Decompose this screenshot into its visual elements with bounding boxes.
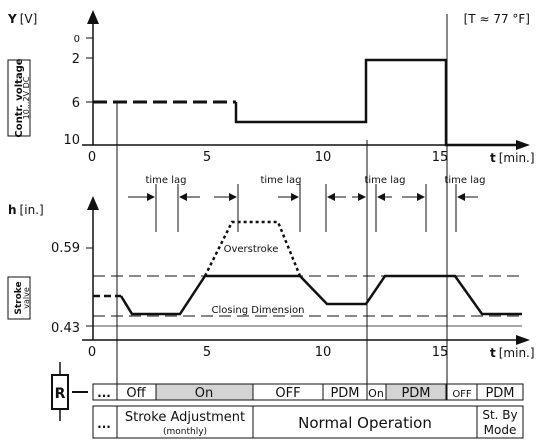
phase-normal-operation: Normal Operation [298, 414, 432, 432]
time-lag-label-2: time lag [260, 175, 301, 186]
top-chart: 0 2 6 10 0 5 10 15 Y [V] [T ≈ 77 °F] t [mi… [7, 10, 535, 165]
mode-pdm-2: PDM [401, 386, 430, 401]
mode-pdm-3: PDM [485, 386, 514, 401]
bottom-x-tick-0: 0 [88, 345, 96, 360]
top-x-tick-10: 10 [315, 150, 332, 165]
top-x-tick-15: 15 [432, 150, 449, 165]
mode-on: On [195, 386, 213, 401]
overstroke-dotted [203, 220, 302, 277]
stroke-label: Stroke [14, 281, 24, 314]
stroke-profile [119, 274, 522, 316]
contr-voltage-label: Contr. voltage [14, 58, 25, 137]
closing-dimension-label: Closing Dimension [212, 305, 305, 316]
top-y-tick-6: 6 [72, 96, 80, 111]
time-lag-label-3: time lag [364, 175, 405, 186]
top-y-tick-10: 10 [63, 133, 80, 148]
bottom-x-label: t [min.] [490, 346, 535, 360]
time-lag-label-1: time lag [145, 175, 186, 186]
top-x-arrow [516, 140, 530, 150]
mode-off: Off [126, 386, 146, 401]
bottom-chart: 0.59 0.43 0 5 10 15 h [in.] t [min.] Strok… [7, 175, 535, 360]
top-y-label: Y [V] [7, 12, 37, 26]
temperature-note: [T ≈ 77 °F] [464, 12, 530, 26]
phase-standby: St. By [482, 408, 517, 422]
voltage-signal [234, 58, 522, 147]
top-x-tick-0: 0 [88, 150, 96, 165]
mode-row-border [92, 383, 524, 401]
bottom-y-tick-043: 0.43 [51, 321, 80, 336]
bottom-y-tick-059: 0.59 [51, 241, 80, 256]
phase-row-border [92, 405, 524, 439]
bottom-y-arrow [87, 196, 99, 210]
time-lag-label-4: time lag [444, 175, 485, 186]
bottom-y-label: h [in.] [8, 203, 44, 217]
phase-stroke-adjustment: Stroke Adjustment [125, 410, 245, 425]
contr-voltage-range: 10...2V DC [22, 76, 31, 119]
top-y-arrow [87, 10, 99, 24]
mode-on-2: On [368, 387, 384, 400]
top-y-tick-2: 2 [72, 52, 80, 67]
top-x-tick-5: 5 [203, 150, 211, 165]
bottom-x-tick-5: 5 [203, 345, 211, 360]
mode-off-3: OFF [452, 389, 472, 400]
mode-off-2: OFF [275, 386, 300, 401]
event-lines [116, 14, 448, 395]
bottom-x-arrow [516, 335, 530, 345]
top-y-tick-0: 0 [74, 34, 80, 45]
mode-pdm-1: PDM [330, 386, 359, 401]
resistor-label: R [55, 386, 66, 402]
relay-table: R ... Off On OFF PDM On PDM OFF PDM [51, 362, 524, 439]
valve-label: valve [22, 287, 31, 309]
contr-voltage-box [7, 59, 31, 137]
phase-dots: ... [97, 417, 111, 431]
overstroke-label: Overstroke [224, 244, 279, 255]
mode-dots: ... [97, 386, 111, 400]
phase-monthly: (monthly) [163, 427, 207, 437]
stroke-valve-box [7, 276, 31, 320]
phase-mode: Mode [484, 423, 517, 437]
bottom-x-tick-15: 15 [432, 345, 449, 360]
top-x-label: t [min.] [490, 151, 535, 165]
bottom-x-tick-10: 10 [315, 345, 332, 360]
time-lag-markers [128, 184, 478, 232]
